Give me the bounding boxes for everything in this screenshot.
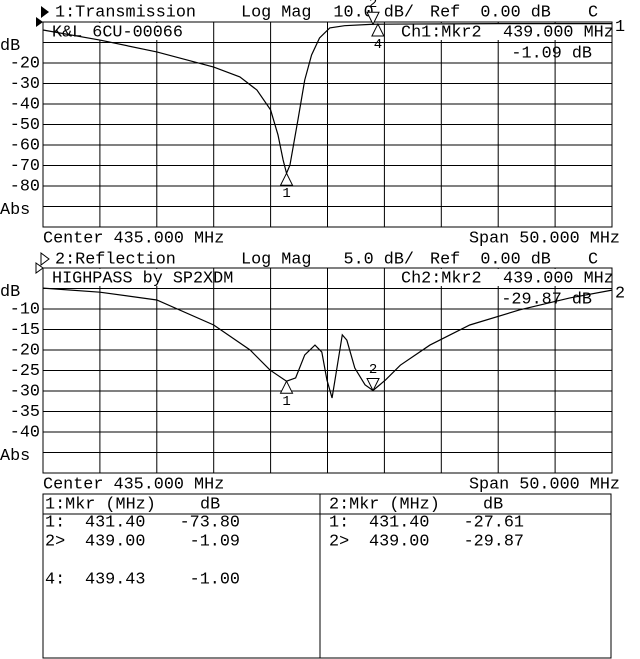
- marker-label: 1: [282, 186, 290, 202]
- annotation: K&L 6CU-00066: [52, 23, 183, 42]
- span: Span 50.000 MHz: [469, 475, 620, 494]
- marker: [366, 377, 380, 392]
- y-tick-label: -60: [10, 136, 40, 155]
- format: Log Mag: [241, 3, 312, 22]
- marker-freq: 439.00: [85, 532, 145, 551]
- y-tick-label: -40: [10, 95, 40, 114]
- marker-freq: 439.00: [369, 532, 429, 551]
- marker: [279, 172, 294, 186]
- y-tick-label: -35: [10, 403, 40, 422]
- y-tick-label: -40: [10, 423, 40, 442]
- marker-label: 1: [282, 394, 290, 410]
- marker-value: -29.87: [464, 532, 524, 551]
- readout-freq: 439.000 MHz: [503, 23, 614, 42]
- readout-channel: Ch1:Mkr2: [401, 23, 482, 42]
- y-tick-label: -15: [10, 321, 40, 340]
- reference: Ref 0.00 dB: [430, 250, 551, 269]
- trace-title: 2:Reflection: [55, 250, 176, 269]
- readout-value: -29.87 dB: [501, 290, 592, 309]
- center-freq: Center 435.000 MHz: [43, 229, 224, 248]
- trace: [42, 287, 613, 399]
- marker-value: -1.00: [190, 570, 240, 589]
- marker-id: 1:: [45, 513, 65, 532]
- trace-title: 1:Transmission: [55, 3, 196, 22]
- marker-label: 2: [369, 362, 377, 378]
- marker-id: 4:: [45, 570, 65, 589]
- span: Span 50.000 MHz: [469, 229, 620, 248]
- marker-value: -27.61: [464, 513, 524, 532]
- scale: 5.0 dB/: [344, 250, 415, 269]
- y-tick-label: -10: [10, 300, 40, 319]
- marker-freq: 439.43: [85, 570, 145, 589]
- marker-value: -1.09: [190, 532, 240, 551]
- readout-bg: [398, 23, 610, 40]
- readout-bg: [398, 269, 610, 286]
- table-header: 2:Mkr (MHz): [329, 495, 440, 514]
- y-tick-label: -30: [10, 382, 40, 401]
- table-unit: dB: [483, 495, 503, 514]
- readout-channel: Ch2:Mkr2: [401, 269, 482, 288]
- trace-indicator: [41, 6, 49, 18]
- y-axis-label: dB: [0, 37, 20, 56]
- ref-arrow: [36, 17, 43, 27]
- y-tick-label: -70: [10, 157, 40, 176]
- trace: [42, 23, 612, 176]
- format: Log Mag: [241, 250, 312, 269]
- annotation-bg: [49, 269, 199, 286]
- readout-value: -1.09 dB: [511, 44, 592, 63]
- y-tick-label: -80: [10, 177, 40, 196]
- marker-id: 2>: [329, 532, 349, 551]
- marker: [279, 380, 294, 394]
- marker-label: 2: [369, 0, 377, 12]
- table-frame: [42, 493, 612, 659]
- y-tick-label: -30: [10, 75, 40, 94]
- marker-freq: 431.40: [369, 513, 429, 532]
- y-tick-label: -20: [10, 341, 40, 360]
- annotation: HIGHPASS by SP2XDM: [52, 269, 233, 288]
- marker: [366, 11, 380, 26]
- channel-flag: C: [588, 250, 598, 269]
- marker-value: -73.80: [180, 513, 240, 532]
- y-tick-label: -25: [10, 362, 40, 381]
- y-axis-label: dB: [0, 283, 20, 302]
- channel-flag: C: [588, 3, 598, 22]
- trace-number: 2: [615, 285, 625, 304]
- marker-label: 4: [374, 37, 382, 53]
- marker: [371, 22, 385, 37]
- y-axis-label: Abs: [0, 201, 30, 220]
- y-tick-label: -50: [10, 116, 40, 135]
- table-header: 1:Mkr (MHz): [45, 495, 156, 514]
- readout-freq: 439.000 MHz: [503, 269, 614, 288]
- trace-indicator: [40, 252, 50, 266]
- y-tick-label: -20: [10, 54, 40, 73]
- ref-arrow: [35, 262, 44, 274]
- trace-number: 1: [615, 18, 625, 37]
- center-freq: Center 435.000 MHz: [43, 475, 224, 494]
- annotation-bg: [49, 23, 199, 40]
- y-axis-label: Abs: [0, 447, 30, 466]
- table-unit: dB: [200, 495, 220, 514]
- marker-id: 2>: [45, 532, 65, 551]
- reference: Ref 0.00 dB: [430, 3, 551, 22]
- marker-id: 1:: [329, 513, 349, 532]
- marker-freq: 431.40: [85, 513, 145, 532]
